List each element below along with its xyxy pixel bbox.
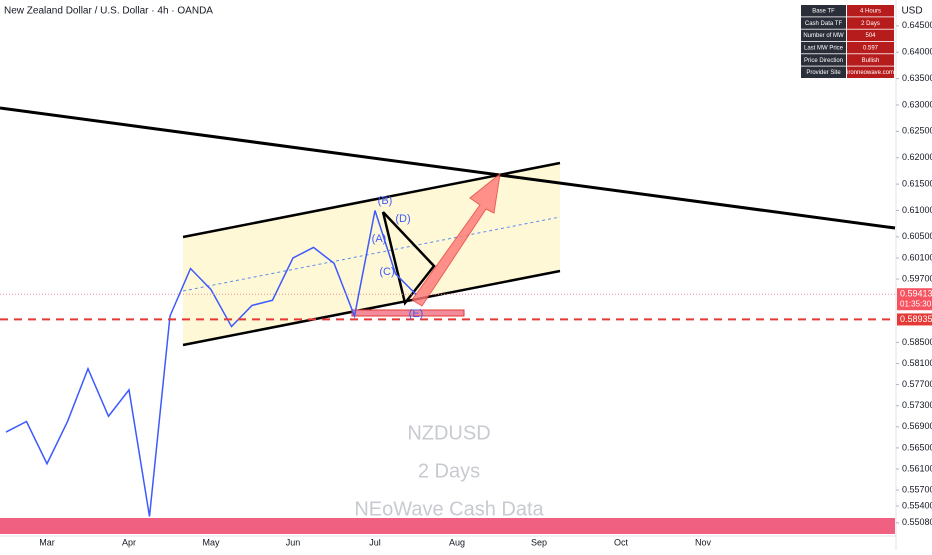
watermark: NEoWave Cash Data (354, 498, 544, 520)
info-value-bg (847, 29, 894, 42)
x-tick-label: Aug (449, 537, 465, 547)
info-key-bg (801, 41, 846, 54)
info-key-bg (801, 17, 846, 29)
info-value: 504 (865, 33, 876, 39)
y-tick-label: 0.57700 (902, 379, 932, 389)
support-label: 0.58935 (900, 314, 932, 324)
info-key-bg (801, 54, 846, 66)
info-value: 4 Hours (860, 9, 881, 15)
wave-label: (D) (395, 213, 410, 225)
x-tick-label: May (202, 537, 220, 547)
info-value-bg (847, 41, 894, 54)
info-key-bg (801, 29, 846, 42)
wave-lines (381, 211, 436, 306)
support-label-bg (897, 313, 932, 326)
y-tick-label: 0.61000 (902, 205, 932, 215)
projection-arrow (411, 172, 501, 307)
y-tick-label: 0.56500 (902, 442, 932, 452)
y-tick-label: 0.59700 (902, 273, 932, 283)
y-tick-label: 0.56100 (902, 463, 932, 473)
y-tick-label: 0.55400 (902, 500, 932, 510)
y-tick-label: 0.61500 (902, 178, 932, 188)
info-value: Bullish (862, 58, 880, 64)
info-key: Base TF (812, 9, 835, 15)
y-tick-label: 0.63500 (902, 73, 932, 83)
y-tick-label: 0.60500 (902, 231, 932, 241)
info-value-bg (847, 5, 894, 17)
watermark: NZDUSD (407, 422, 490, 444)
wave-label: (C) (379, 266, 394, 278)
y-tick-label: 0.63000 (902, 99, 932, 109)
info-key: Provider Site (806, 70, 841, 76)
x-tick-label: Sep (531, 537, 547, 547)
channel-bottom (182, 269, 561, 347)
info-value-bg (847, 54, 894, 66)
y-tick-label: 0.55700 (902, 484, 932, 494)
y-tick-label: 0.60100 (902, 252, 932, 262)
wave-label: (B) (378, 195, 393, 207)
info-value-bg (847, 66, 894, 78)
info-key-bg (801, 66, 846, 78)
x-tick-label: Jul (369, 537, 381, 547)
x-tick-label: Oct (614, 537, 629, 547)
info-value: 2 Days (861, 21, 880, 27)
price-line (5, 210, 417, 517)
x-tick-label: Mar (39, 537, 55, 547)
info-value-bg (847, 17, 894, 29)
watermark: 2 Days (418, 460, 480, 482)
y-tick-label: 0.64000 (902, 47, 932, 57)
x-tick-label: Jun (286, 537, 301, 547)
chart-title: New Zealand Dollar / U.S. Dollar · 4h · … (4, 6, 213, 17)
wave-label: (E) (409, 308, 424, 320)
y-tick-label: 0.56900 (902, 421, 932, 431)
x-tick-label: Apr (122, 537, 136, 547)
y-tick-label: 0.62500 (902, 126, 932, 136)
bottom-zone (0, 518, 895, 534)
y-tick-label: 0.57300 (902, 400, 932, 410)
info-key-bg (801, 5, 846, 17)
info-key: Last MW Price (804, 45, 844, 51)
info-value: ironneowave.com (847, 70, 894, 76)
x-tick-label: Nov (695, 537, 712, 547)
info-value: 0.597 (863, 45, 879, 51)
currency: USD (901, 6, 922, 17)
y-tick-label: 0.58500 (902, 337, 932, 347)
current-price-label: 0.59413 (900, 289, 932, 299)
channel-mid (182, 216, 561, 292)
y-tick-label: 0.55080 (902, 517, 932, 527)
y-tick-label: 0.58100 (902, 358, 932, 368)
e-zone (351, 309, 465, 317)
countdown: 01:35:30 (900, 299, 932, 308)
info-key: Cash Data TF (805, 21, 843, 27)
trend-line (0, 106, 896, 230)
y-tick-label: 0.64500 (902, 20, 932, 30)
wave-label: (A) (372, 233, 387, 245)
info-key: Price Direction (804, 58, 843, 64)
y-tick-label: 0.62000 (902, 152, 932, 162)
info-key: Number of MW (803, 33, 844, 39)
current-price-bg (897, 288, 932, 311)
